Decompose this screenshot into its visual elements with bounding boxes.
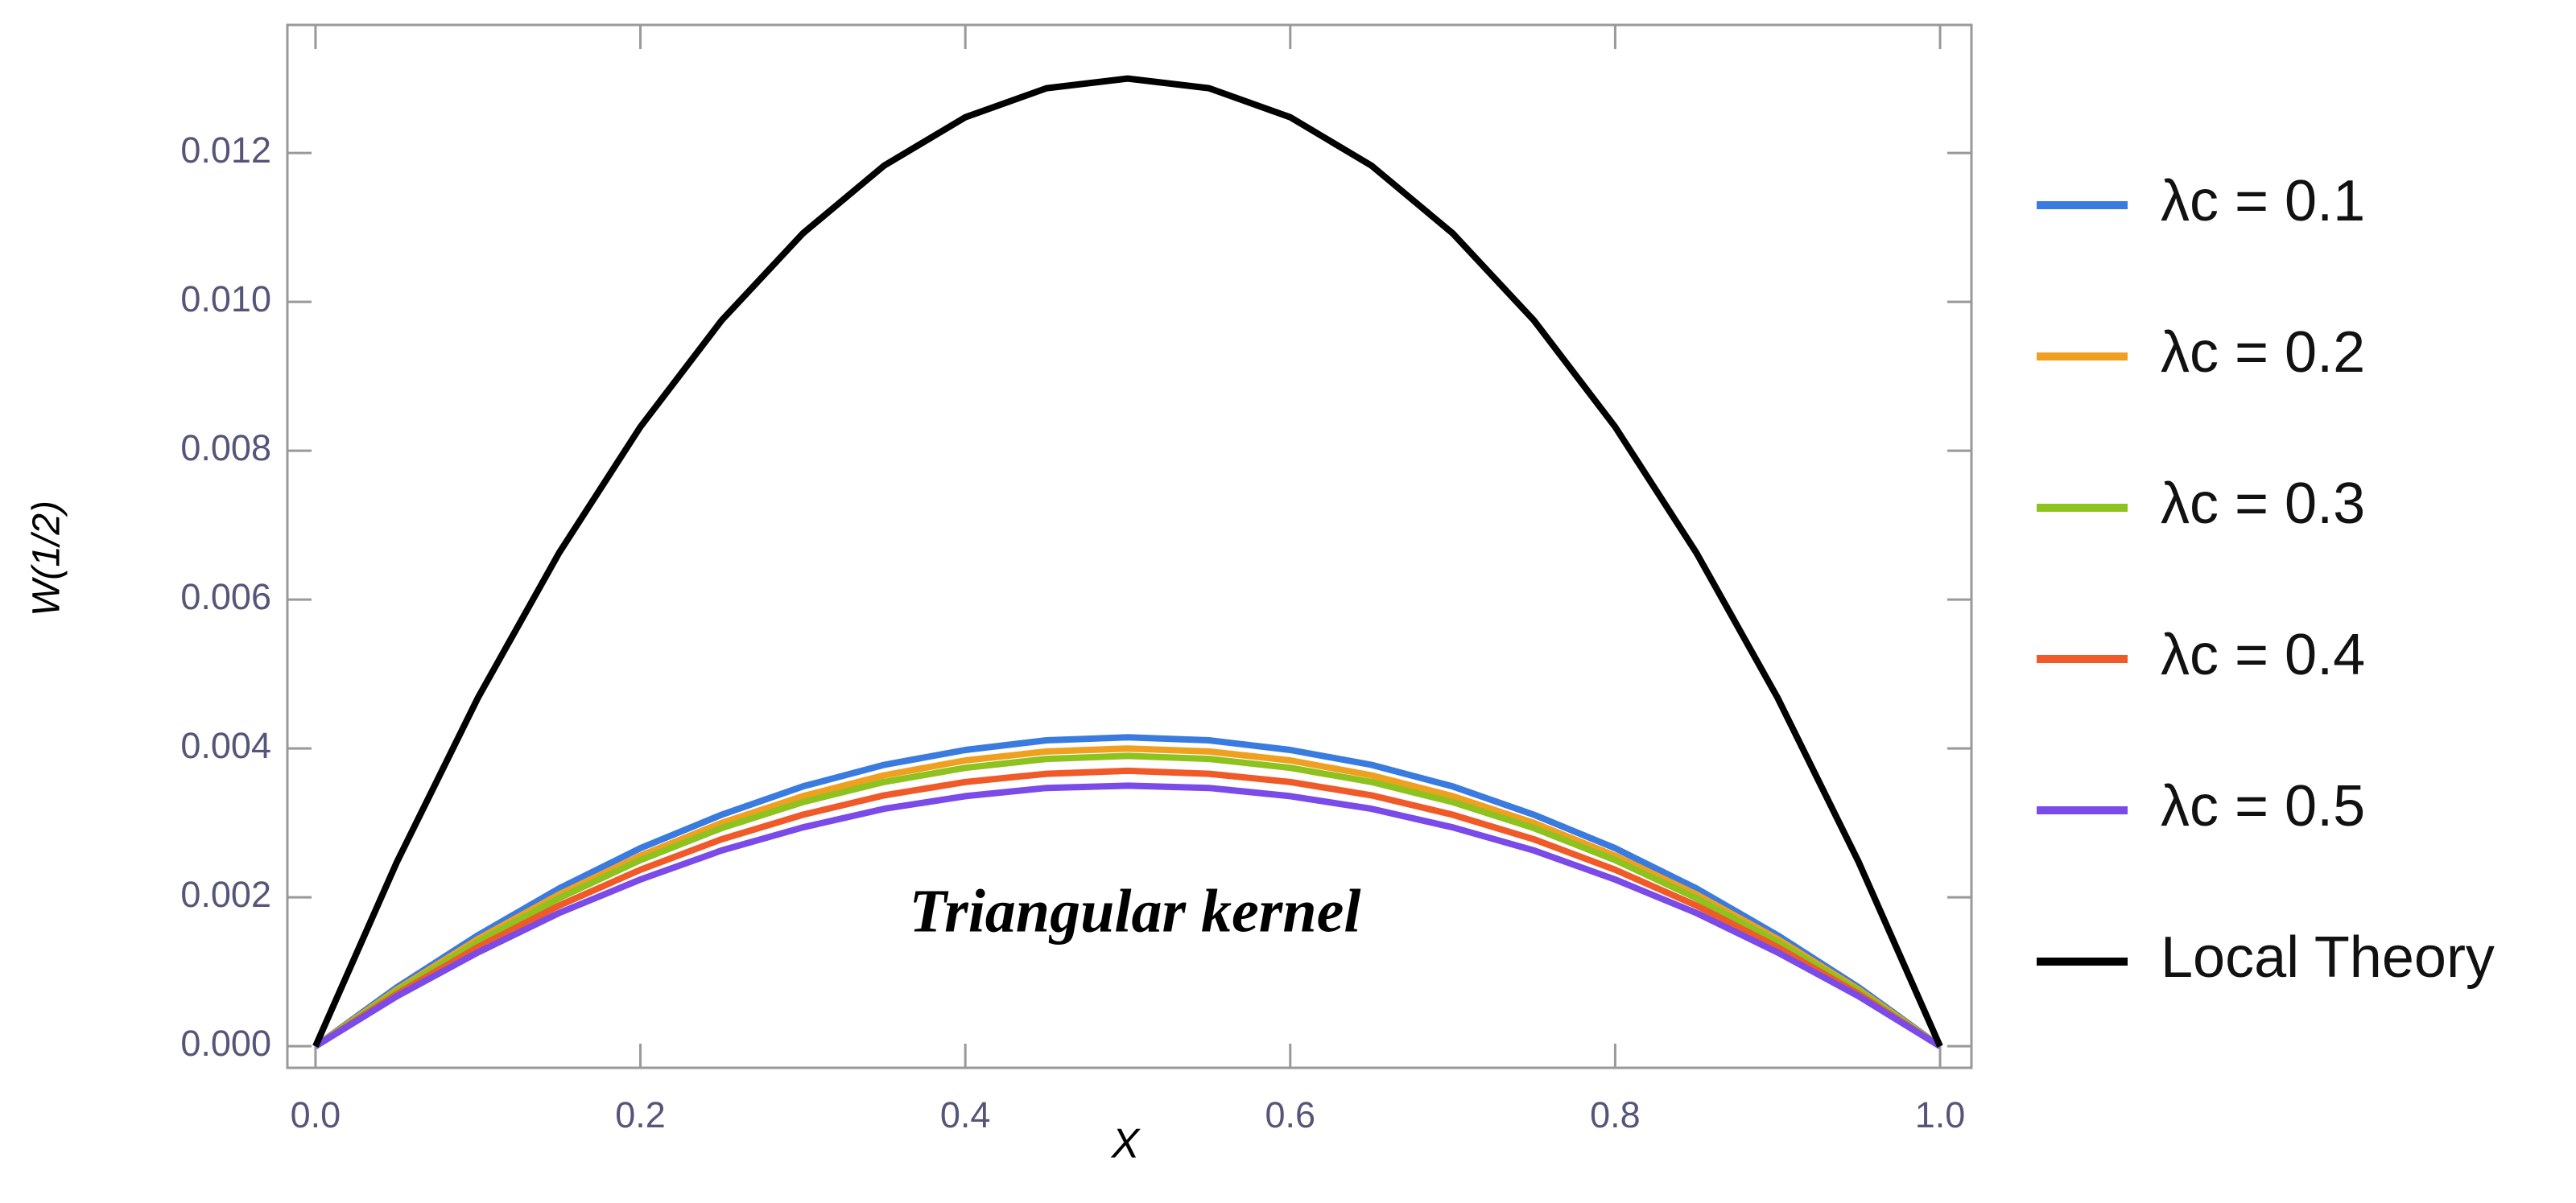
y-tick-label: 0.008 [180, 427, 271, 468]
y-tick-label: 0.002 [180, 874, 271, 915]
line-series [313, 745, 1942, 1049]
x-tick-label: 0.4 [940, 1094, 991, 1135]
x-tick-label: 0.6 [1265, 1094, 1316, 1135]
x-tick-label: 0.2 [615, 1094, 666, 1135]
legend-label: λc = 0.2 [2161, 320, 2365, 385]
line-series [312, 75, 1943, 1048]
line-series [313, 782, 1942, 1049]
y-tick-label: 0.004 [180, 725, 271, 766]
annotation: Triangular kernel [910, 877, 1361, 945]
y-tick-label: 0.012 [180, 130, 271, 171]
line-series [313, 734, 1942, 1049]
legend-label: λc = 0.4 [2161, 623, 2365, 687]
x-tick-label: 0.0 [291, 1094, 341, 1135]
y-axis-label: W(1/2) [26, 501, 68, 616]
legend-label: Local Theory [2161, 925, 2495, 990]
y-tick-label: 0.006 [180, 576, 271, 617]
line-series [313, 752, 1942, 1049]
plot-frame [286, 23, 1973, 1069]
legend-label: λc = 0.3 [2161, 472, 2365, 536]
x-tick-label: 0.8 [1590, 1094, 1641, 1135]
legend-label: λc = 0.1 [2161, 169, 2365, 233]
y-tick-label: 0.010 [180, 278, 271, 319]
legend-label: λc = 0.5 [2161, 774, 2365, 838]
line-series [313, 767, 1942, 1049]
y-tick-label: 0.000 [180, 1023, 271, 1064]
x-axis-label: X [1111, 1121, 1141, 1168]
x-tick-label: 1.0 [1915, 1094, 1966, 1135]
